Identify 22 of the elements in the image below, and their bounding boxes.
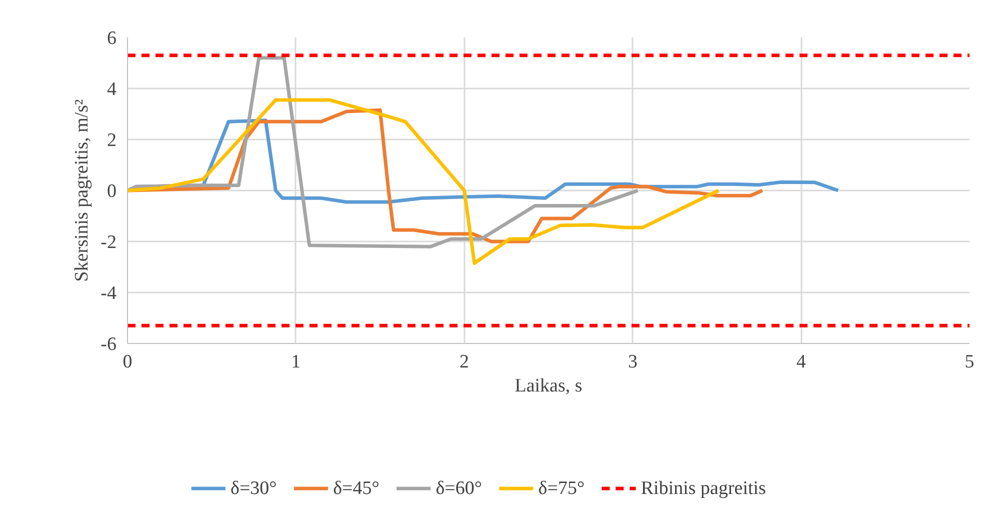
y-tick-label: 4	[107, 79, 117, 100]
x-tick-label: 5	[964, 352, 974, 372]
legend-label: δ=45°	[333, 478, 380, 499]
y-tick-label: 0	[107, 181, 116, 202]
legend-label: δ=30°	[230, 478, 277, 499]
y-tick-label: 6	[107, 28, 116, 49]
x-tick-label: 3	[628, 352, 638, 372]
line-series	[128, 56, 640, 248]
line-series	[128, 98, 720, 265]
legend-label: δ=75°	[538, 478, 585, 499]
y-tick-label: 2	[107, 130, 116, 151]
legend-label: Ribinis pagreitis	[640, 478, 766, 499]
x-tick-label: 2	[460, 352, 470, 372]
x-tick-label: 1	[291, 352, 301, 372]
y-tick-label: -6	[100, 334, 116, 355]
legend-label: δ=60°	[436, 478, 482, 499]
x-tick-label: 4	[796, 352, 806, 372]
x-tick-label: 0	[122, 352, 132, 372]
y-tick-label: -2	[100, 232, 116, 253]
y-axis-title: Skersinis pagreitis, m/s²	[72, 98, 93, 282]
y-tick-label: -4	[100, 283, 117, 304]
x-axis-title: Laikas, s	[514, 376, 582, 396]
